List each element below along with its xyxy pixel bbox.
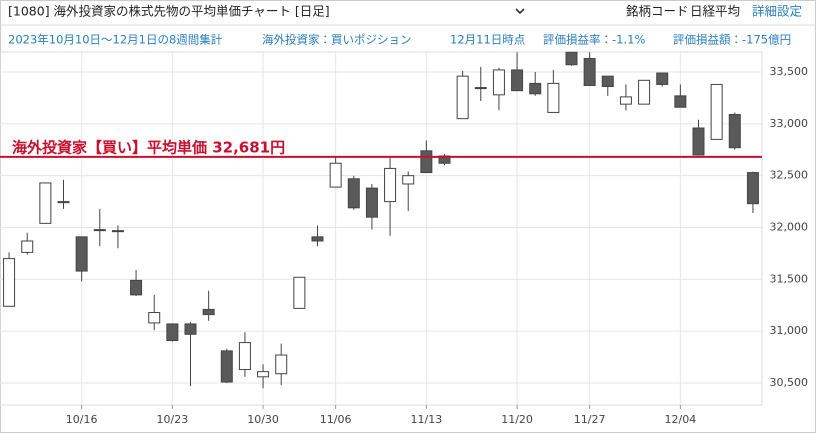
candle-body (384, 167, 397, 203)
candle-body (75, 236, 88, 272)
candle-body (220, 350, 233, 383)
info-rate: 評価損益率：-1.1% (543, 33, 645, 47)
info-amount: 評価損益額：-175億円 (673, 33, 791, 47)
candle-body (710, 83, 723, 140)
plot-area (0, 51, 763, 406)
x-tick-label: 10/30 (247, 413, 279, 426)
y-tick-label: 31,000 (770, 324, 809, 337)
y-tick-label: 33,500 (770, 65, 809, 78)
y-tick-label: 32,500 (770, 169, 809, 182)
settings-link[interactable]: 詳細設定 (752, 4, 802, 19)
candle-body (547, 82, 560, 113)
candle-body (57, 201, 70, 204)
candle-body (601, 75, 614, 88)
candle-body (347, 178, 360, 209)
candle-body (93, 229, 106, 232)
x-tick-label: 12/04 (665, 413, 697, 426)
x-tick-label: 11/20 (501, 413, 533, 426)
candle-body (402, 175, 415, 185)
candle-body (529, 82, 542, 95)
info-period: 2023年10月10日～12月1日の8週間集計 (8, 33, 223, 47)
candle-body (728, 114, 741, 149)
candle-body (674, 95, 687, 108)
candle-body (130, 279, 143, 296)
x-tick-label: 10/16 (66, 413, 98, 426)
candle-body (692, 127, 705, 156)
candle-body (148, 312, 161, 324)
candle-body (39, 182, 52, 224)
candle-body (365, 187, 378, 218)
candle-body (21, 240, 34, 253)
candle-body (202, 308, 215, 316)
candle-body (619, 96, 632, 105)
candle-body (511, 69, 524, 92)
candle-body (166, 323, 179, 342)
info-position: 海外投資家：買いポジション (262, 33, 412, 47)
reference-label: 海外投資家【買い】平均単価 32,681円 (12, 138, 285, 156)
code-value: 日経平均 (690, 4, 740, 19)
info-date: 12月11日時点 (450, 33, 525, 47)
candle-body (565, 51, 578, 66)
candle-body (638, 79, 651, 105)
code-label: 銘柄コード (626, 4, 689, 19)
x-tick-label: 10/23 (157, 413, 189, 426)
y-tick-label: 33,000 (770, 117, 809, 130)
candle-body (656, 72, 669, 85)
candle-body (275, 354, 288, 375)
page-title: [1080] 海外投資家の株式先物の平均単価チャート [日足] (8, 4, 330, 19)
candle-body (474, 87, 487, 90)
candle-body (456, 75, 469, 120)
dropdown-chevron[interactable] (515, 8, 525, 15)
candle-body (3, 258, 16, 307)
candle-body (293, 276, 306, 309)
candle-body (257, 371, 270, 378)
x-tick-label: 11/13 (411, 413, 443, 426)
candle-body (238, 342, 251, 371)
candle-body (184, 323, 197, 335)
candle-body (311, 236, 324, 242)
candle-body (420, 150, 433, 174)
candle-body (492, 69, 505, 96)
y-tick-label: 32,000 (770, 221, 809, 234)
candle-body (111, 230, 124, 233)
candle-body (329, 162, 342, 188)
candle-body (583, 58, 596, 86)
y-tick-label: 31,500 (770, 272, 809, 285)
candle-body (746, 172, 759, 205)
y-tick-label: 30,500 (770, 376, 809, 389)
x-tick-label: 11/27 (574, 413, 606, 426)
x-tick-label: 11/06 (320, 413, 352, 426)
